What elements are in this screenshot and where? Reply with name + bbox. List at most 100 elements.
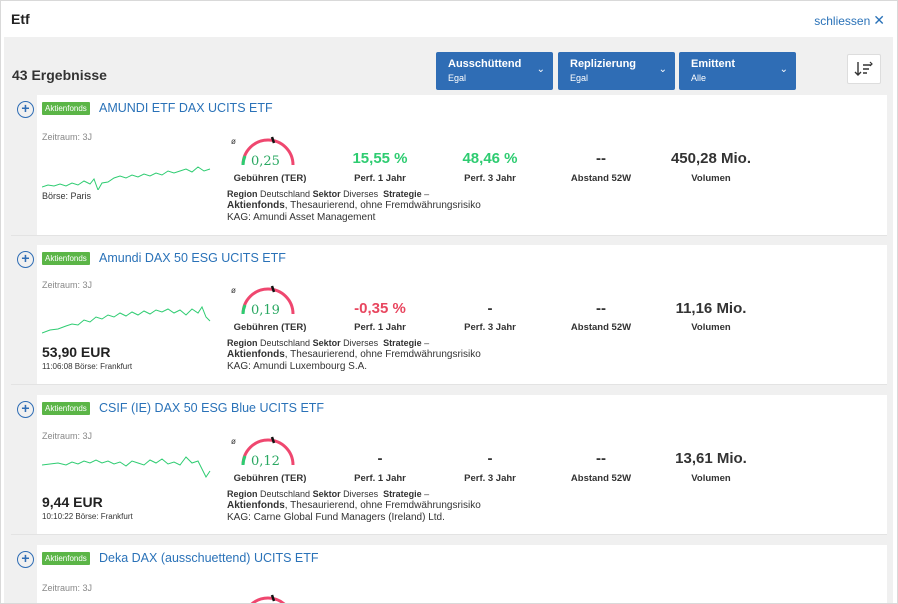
period-label: Zeitraum: 3J [42, 132, 93, 142]
ter-gauge-icon [241, 285, 295, 315]
perf-3y-value: - [487, 300, 493, 317]
sector-key: Sektor [312, 338, 341, 348]
category-badge: Aktienfonds [42, 552, 90, 565]
fund-card: + Aktienfonds AMUNDI ETF DAX UCITS ETF Z… [11, 95, 887, 236]
filter-emittent[interactable]: Emittent Alle ⌄ [679, 52, 796, 90]
filter-value: Alle [691, 73, 707, 83]
ter-value: 0,25 [251, 154, 280, 169]
card-gutter [11, 245, 37, 384]
perf-3y-label: Perf. 3 Jahr [464, 322, 516, 333]
perf-1y-label: Perf. 1 Jahr [354, 322, 406, 333]
region-value: Deutschland [260, 189, 311, 199]
filter-label: Ausschüttend [448, 58, 522, 70]
ter-label: Gebühren (TER) [233, 473, 307, 484]
strategy-key: Strategie [383, 338, 422, 348]
ter-gauge-icon [241, 436, 295, 466]
expand-plus-icon[interactable]: + [17, 251, 34, 268]
fund-details: Region Deutschland Sektor Diverses Strat… [227, 337, 481, 373]
price-value: 9,44 EUR [42, 494, 103, 510]
expand-plus-icon[interactable]: + [17, 401, 34, 418]
category-badge: Aktienfonds [42, 402, 90, 415]
fund-name-link[interactable]: Amundi DAX 50 ESG UCITS ETF [99, 251, 286, 265]
kag-label: KAG: Carne Global Fund Managers (Ireland… [227, 512, 445, 523]
sector-value: Diverses [343, 189, 379, 199]
exchange-label: Börse: Paris [42, 191, 92, 201]
chevron-down-icon: ⌄ [658, 64, 667, 75]
fund-type: Aktienfonds [227, 200, 285, 211]
strategy-value: – [424, 189, 430, 199]
volume-value: 13,61 Mio. [675, 450, 747, 467]
price-timestamp: 11:06:08 Börse: Frankfurt [42, 362, 133, 371]
chevron-down-icon: ⌄ [536, 64, 545, 75]
card-gutter [11, 395, 37, 534]
average-symbol: ø [231, 437, 236, 446]
fund-type-detail: , Thesaurierend, ohne Fremdwährungsrisik… [284, 349, 481, 360]
period-label: Zeitraum: 3J [42, 583, 93, 593]
sector-key: Sektor [312, 489, 341, 499]
expand-plus-icon[interactable]: + [17, 551, 34, 568]
sort-icon [854, 61, 873, 76]
results-panel: 43 Ergebnisse Ausschüttend Egal ⌄ Repliz… [4, 37, 893, 603]
price-timestamp: 10:10:22 Börse: Frankfurt [42, 512, 133, 521]
close-icon: ✕ [873, 12, 885, 28]
distance-52w-value: -- [596, 300, 606, 317]
sector-value: Diverses [343, 338, 379, 348]
fund-type: Aktienfonds [227, 500, 285, 511]
filter-label: Emittent [691, 58, 735, 70]
perf-3y-label: Perf. 3 Jahr [464, 473, 516, 484]
ter-value: 0,19 [251, 303, 280, 318]
filter-replizierung[interactable]: Replizierung Egal ⌄ [558, 52, 675, 90]
fund-type-detail: , Thesaurierend, ohne Fremdwährungsrisik… [284, 500, 481, 511]
perf-3y-value: 48,46 % [462, 150, 518, 167]
sparkline-chart [42, 456, 211, 478]
sparkline-chart [42, 305, 211, 334]
region-key: Region [227, 338, 258, 348]
filter-ausschuettend[interactable]: Ausschüttend Egal ⌄ [436, 52, 553, 90]
chevron-down-icon: ⌄ [779, 64, 788, 75]
period-label: Zeitraum: 3J [42, 431, 93, 441]
expand-plus-icon[interactable]: + [17, 101, 34, 118]
category-badge: Aktienfonds [42, 102, 90, 115]
filter-value: Egal [448, 73, 467, 83]
distance-52w-value: -- [596, 150, 606, 167]
strategy-value: – [424, 489, 430, 499]
perf-1y-value: - [377, 450, 383, 467]
volume-value: 11,16 Mio. [675, 300, 747, 317]
volume-value: 450,28 Mio. [670, 150, 752, 167]
fund-card: + Aktienfonds Amundi DAX 50 ESG UCITS ET… [11, 245, 887, 385]
close-label: schliessen [814, 14, 871, 28]
filter-value: Egal [570, 73, 589, 83]
fund-name-link[interactable]: CSIF (IE) DAX 50 ESG Blue UCITS ETF [99, 401, 325, 415]
ter-gauge-icon [250, 594, 286, 603]
average-symbol: ø [231, 137, 236, 146]
close-button[interactable]: schliessen ✕ [814, 12, 885, 29]
fund-name-link[interactable]: AMUNDI ETF DAX UCITS ETF [99, 101, 273, 115]
price-value: 53,90 EUR [42, 344, 111, 360]
strategy-value: – [424, 338, 430, 348]
dialog-title: Etf [11, 11, 30, 27]
region-key: Region [227, 489, 258, 499]
sparkline-chart [42, 166, 211, 190]
distance-52w-value: -- [596, 450, 606, 467]
perf-1y-label: Perf. 1 Jahr [354, 173, 406, 184]
strategy-key: Strategie [383, 189, 422, 199]
sort-button[interactable] [847, 54, 881, 84]
period-label: Zeitraum: 3J [42, 280, 93, 290]
region-value: Deutschland [260, 338, 311, 348]
ter-gauge-icon [241, 136, 295, 166]
ter-value: 0,12 [251, 454, 280, 469]
perf-3y-value: - [487, 450, 493, 467]
distance-52w-label: Abstand 52W [570, 473, 632, 484]
fund-details: Region Deutschland Sektor Diverses Strat… [227, 488, 481, 524]
filter-label: Replizierung [570, 58, 637, 70]
perf-1y-value: -0,35 % [354, 300, 406, 317]
kag-label: KAG: Amundi Luxembourg S.A. [227, 361, 368, 372]
dialog-header: Etf schliessen ✕ [1, 1, 897, 37]
strategy-key: Strategie [383, 489, 422, 499]
fund-name-link[interactable]: Deka DAX (ausschuettend) UCITS ETF [99, 551, 319, 565]
ter-label: Gebühren (TER) [233, 173, 307, 184]
volume-label: Volumen [691, 473, 731, 484]
results-count: 43 Ergebnisse [12, 67, 107, 83]
distance-52w-label: Abstand 52W [570, 173, 632, 184]
